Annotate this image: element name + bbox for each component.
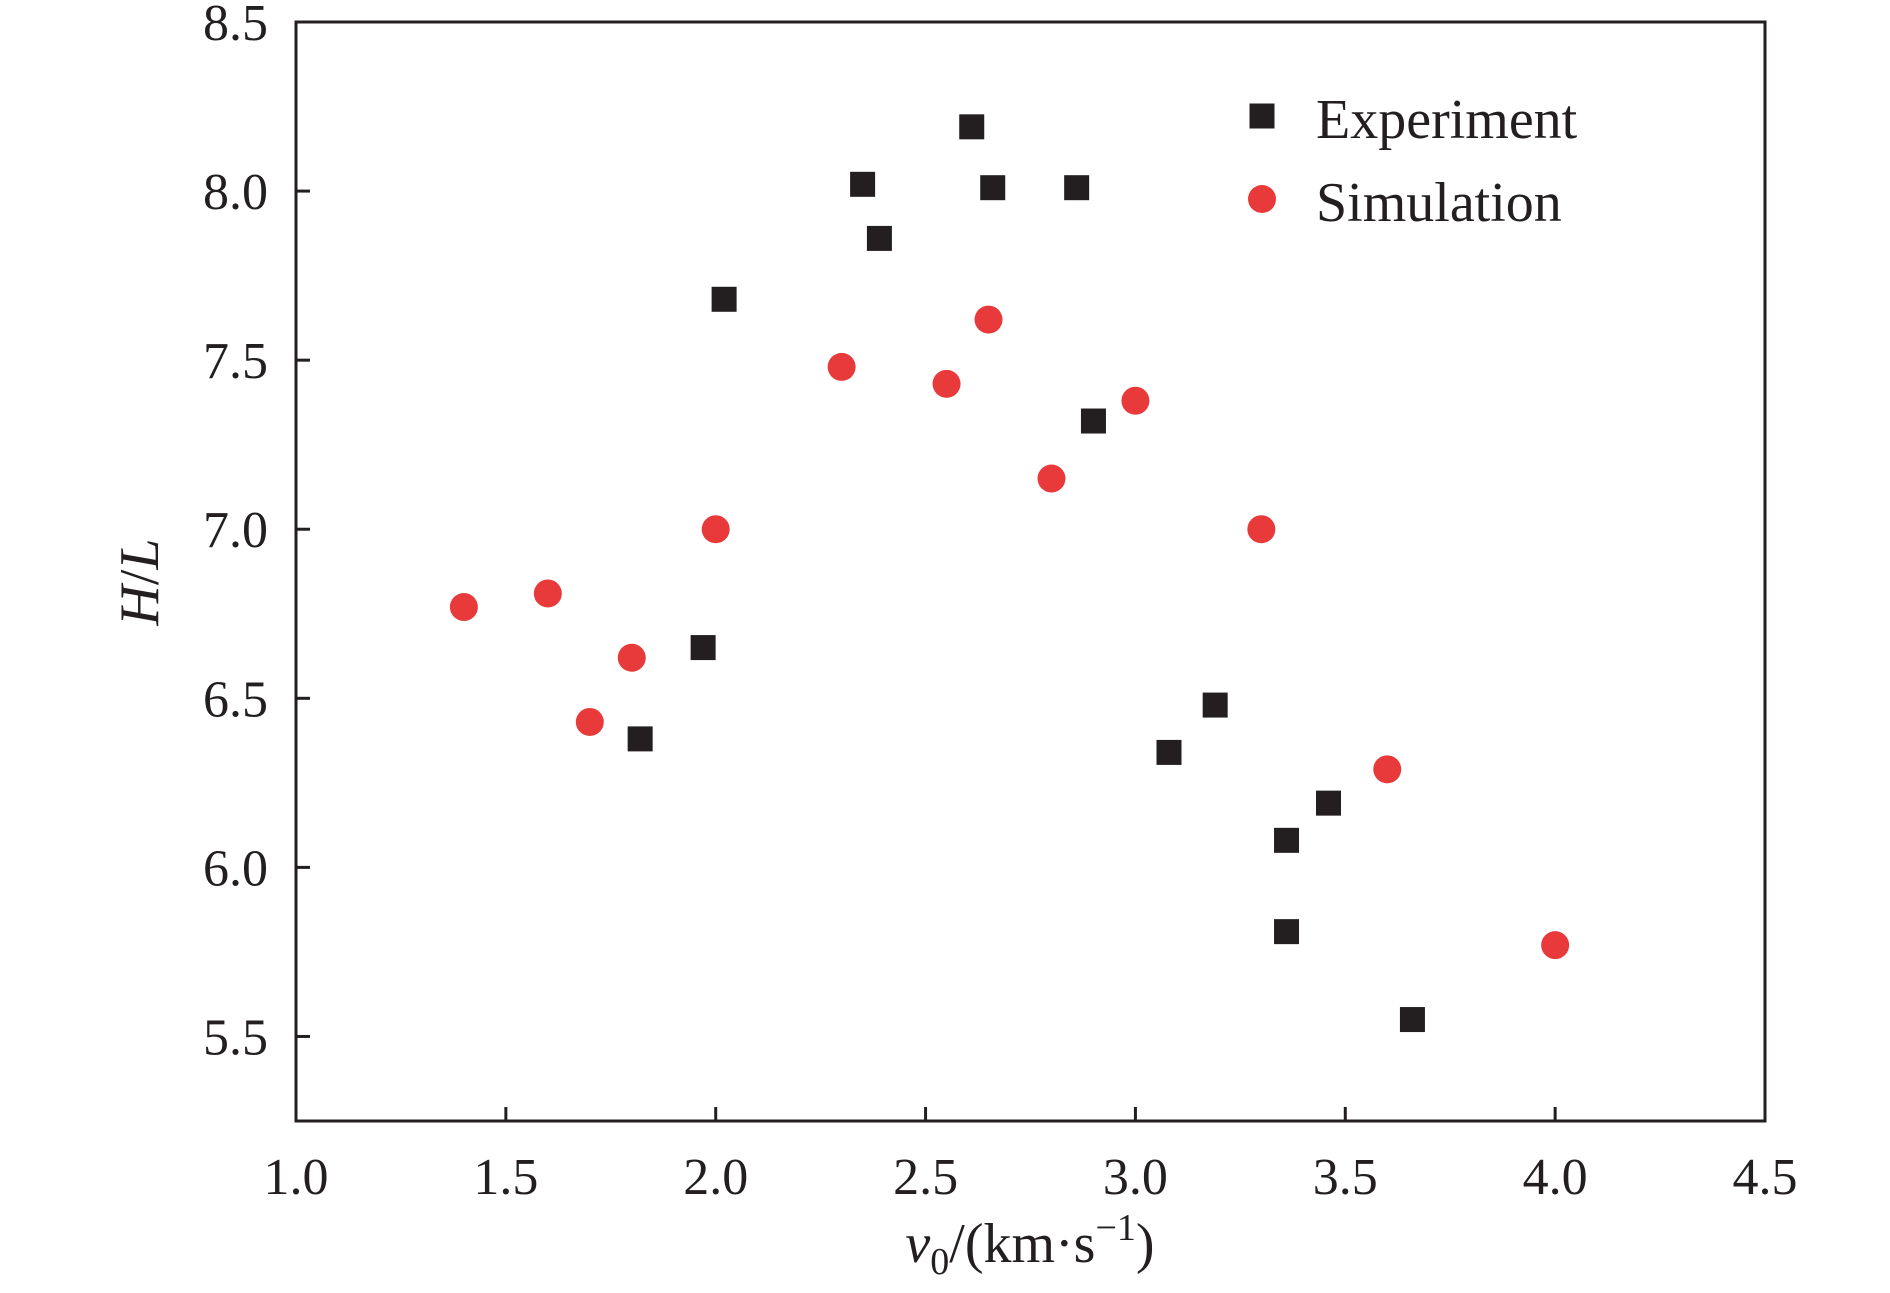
experiment-point-1 (690, 635, 716, 661)
experiment-point-6 (980, 175, 1006, 201)
simulation-point-12 (1541, 931, 1570, 960)
experiment-point-11 (1274, 827, 1300, 853)
experiment-point-12 (1274, 919, 1300, 945)
y-tick-label-6: 8.5 (203, 0, 268, 52)
experiment-point-3 (850, 171, 876, 197)
y-tick-label-2: 6.5 (203, 671, 268, 728)
simulation-point-8 (1037, 464, 1066, 493)
simulation-point-7 (974, 305, 1003, 334)
x-axis-title: v0/(km·s−1) (905, 1207, 1154, 1283)
legend-marker-experiment (1249, 103, 1275, 129)
y-axis-title-slash: / (109, 569, 171, 585)
x-axis-ticks: 1.0 1.5 2.0 2.5 3.0 3.5 4.0 4.5 (264, 1107, 1798, 1206)
simulation-point-10 (1247, 515, 1276, 544)
y-tick-label-3: 7.0 (203, 502, 268, 559)
legend: Experiment Simulation (1248, 89, 1578, 234)
simulation-point-0 (449, 593, 478, 622)
experiment-point-0 (627, 726, 653, 752)
legend-label-simulation: Simulation (1316, 172, 1562, 234)
simulation-point-6 (932, 369, 961, 398)
y-tick-label-1: 6.0 (203, 840, 268, 897)
x-axis-title-unit-suffix: ) (1136, 1213, 1155, 1275)
experiment-point-5 (959, 114, 985, 140)
y-tick-label-4: 7.5 (203, 333, 268, 390)
x-axis-title-unit-prefix: /(km·s (949, 1213, 1095, 1275)
legend-label-experiment: Experiment (1316, 89, 1578, 151)
experiment-point-8 (1080, 408, 1106, 434)
y-axis-title: H/L (109, 538, 171, 626)
simulation-point-5 (827, 352, 856, 381)
x-tick-label-7: 4.5 (1733, 1149, 1798, 1206)
x-tick-label-0: 1.0 (264, 1149, 329, 1206)
experiment-point-4 (866, 225, 892, 251)
simulation-point-11 (1373, 755, 1402, 784)
x-axis-title-sub: 0 (930, 1241, 949, 1283)
simulation-point-4 (701, 515, 730, 544)
y-tick-label-0: 5.5 (203, 1009, 268, 1066)
y-axis-title-part2: L (109, 538, 171, 570)
experiment-point-2 (711, 286, 737, 312)
experiment-point-14 (1399, 1007, 1425, 1033)
simulation-point-9 (1121, 386, 1150, 415)
experiment-point-13 (1315, 790, 1341, 816)
plot-frame (294, 20, 1767, 1123)
simulation-point-3 (617, 643, 646, 672)
legend-marker-simulation (1248, 185, 1276, 213)
x-axis-title-base: v (905, 1213, 930, 1275)
y-axis-title-part1: H (109, 583, 171, 627)
simulation-point-1 (533, 579, 562, 608)
y-axis-ticks: 5.5 6.0 6.5 7.0 7.5 8.0 8.5 (203, 0, 310, 1066)
experiment-point-10 (1202, 692, 1228, 718)
y-tick-label-5: 8.0 (203, 164, 268, 221)
simulation-point-2 (575, 707, 604, 736)
data-points (449, 114, 1570, 1033)
x-axis-title-unit-sup: −1 (1095, 1207, 1135, 1249)
x-tick-label-5: 3.5 (1313, 1149, 1378, 1206)
experiment-point-9 (1156, 739, 1182, 765)
x-tick-label-4: 3.0 (1103, 1149, 1168, 1206)
experiment-point-7 (1064, 175, 1090, 201)
x-tick-label-6: 4.0 (1523, 1149, 1588, 1206)
x-tick-label-2: 2.0 (683, 1149, 748, 1206)
x-tick-label-1: 1.5 (473, 1149, 538, 1206)
x-tick-label-3: 2.5 (893, 1149, 958, 1206)
